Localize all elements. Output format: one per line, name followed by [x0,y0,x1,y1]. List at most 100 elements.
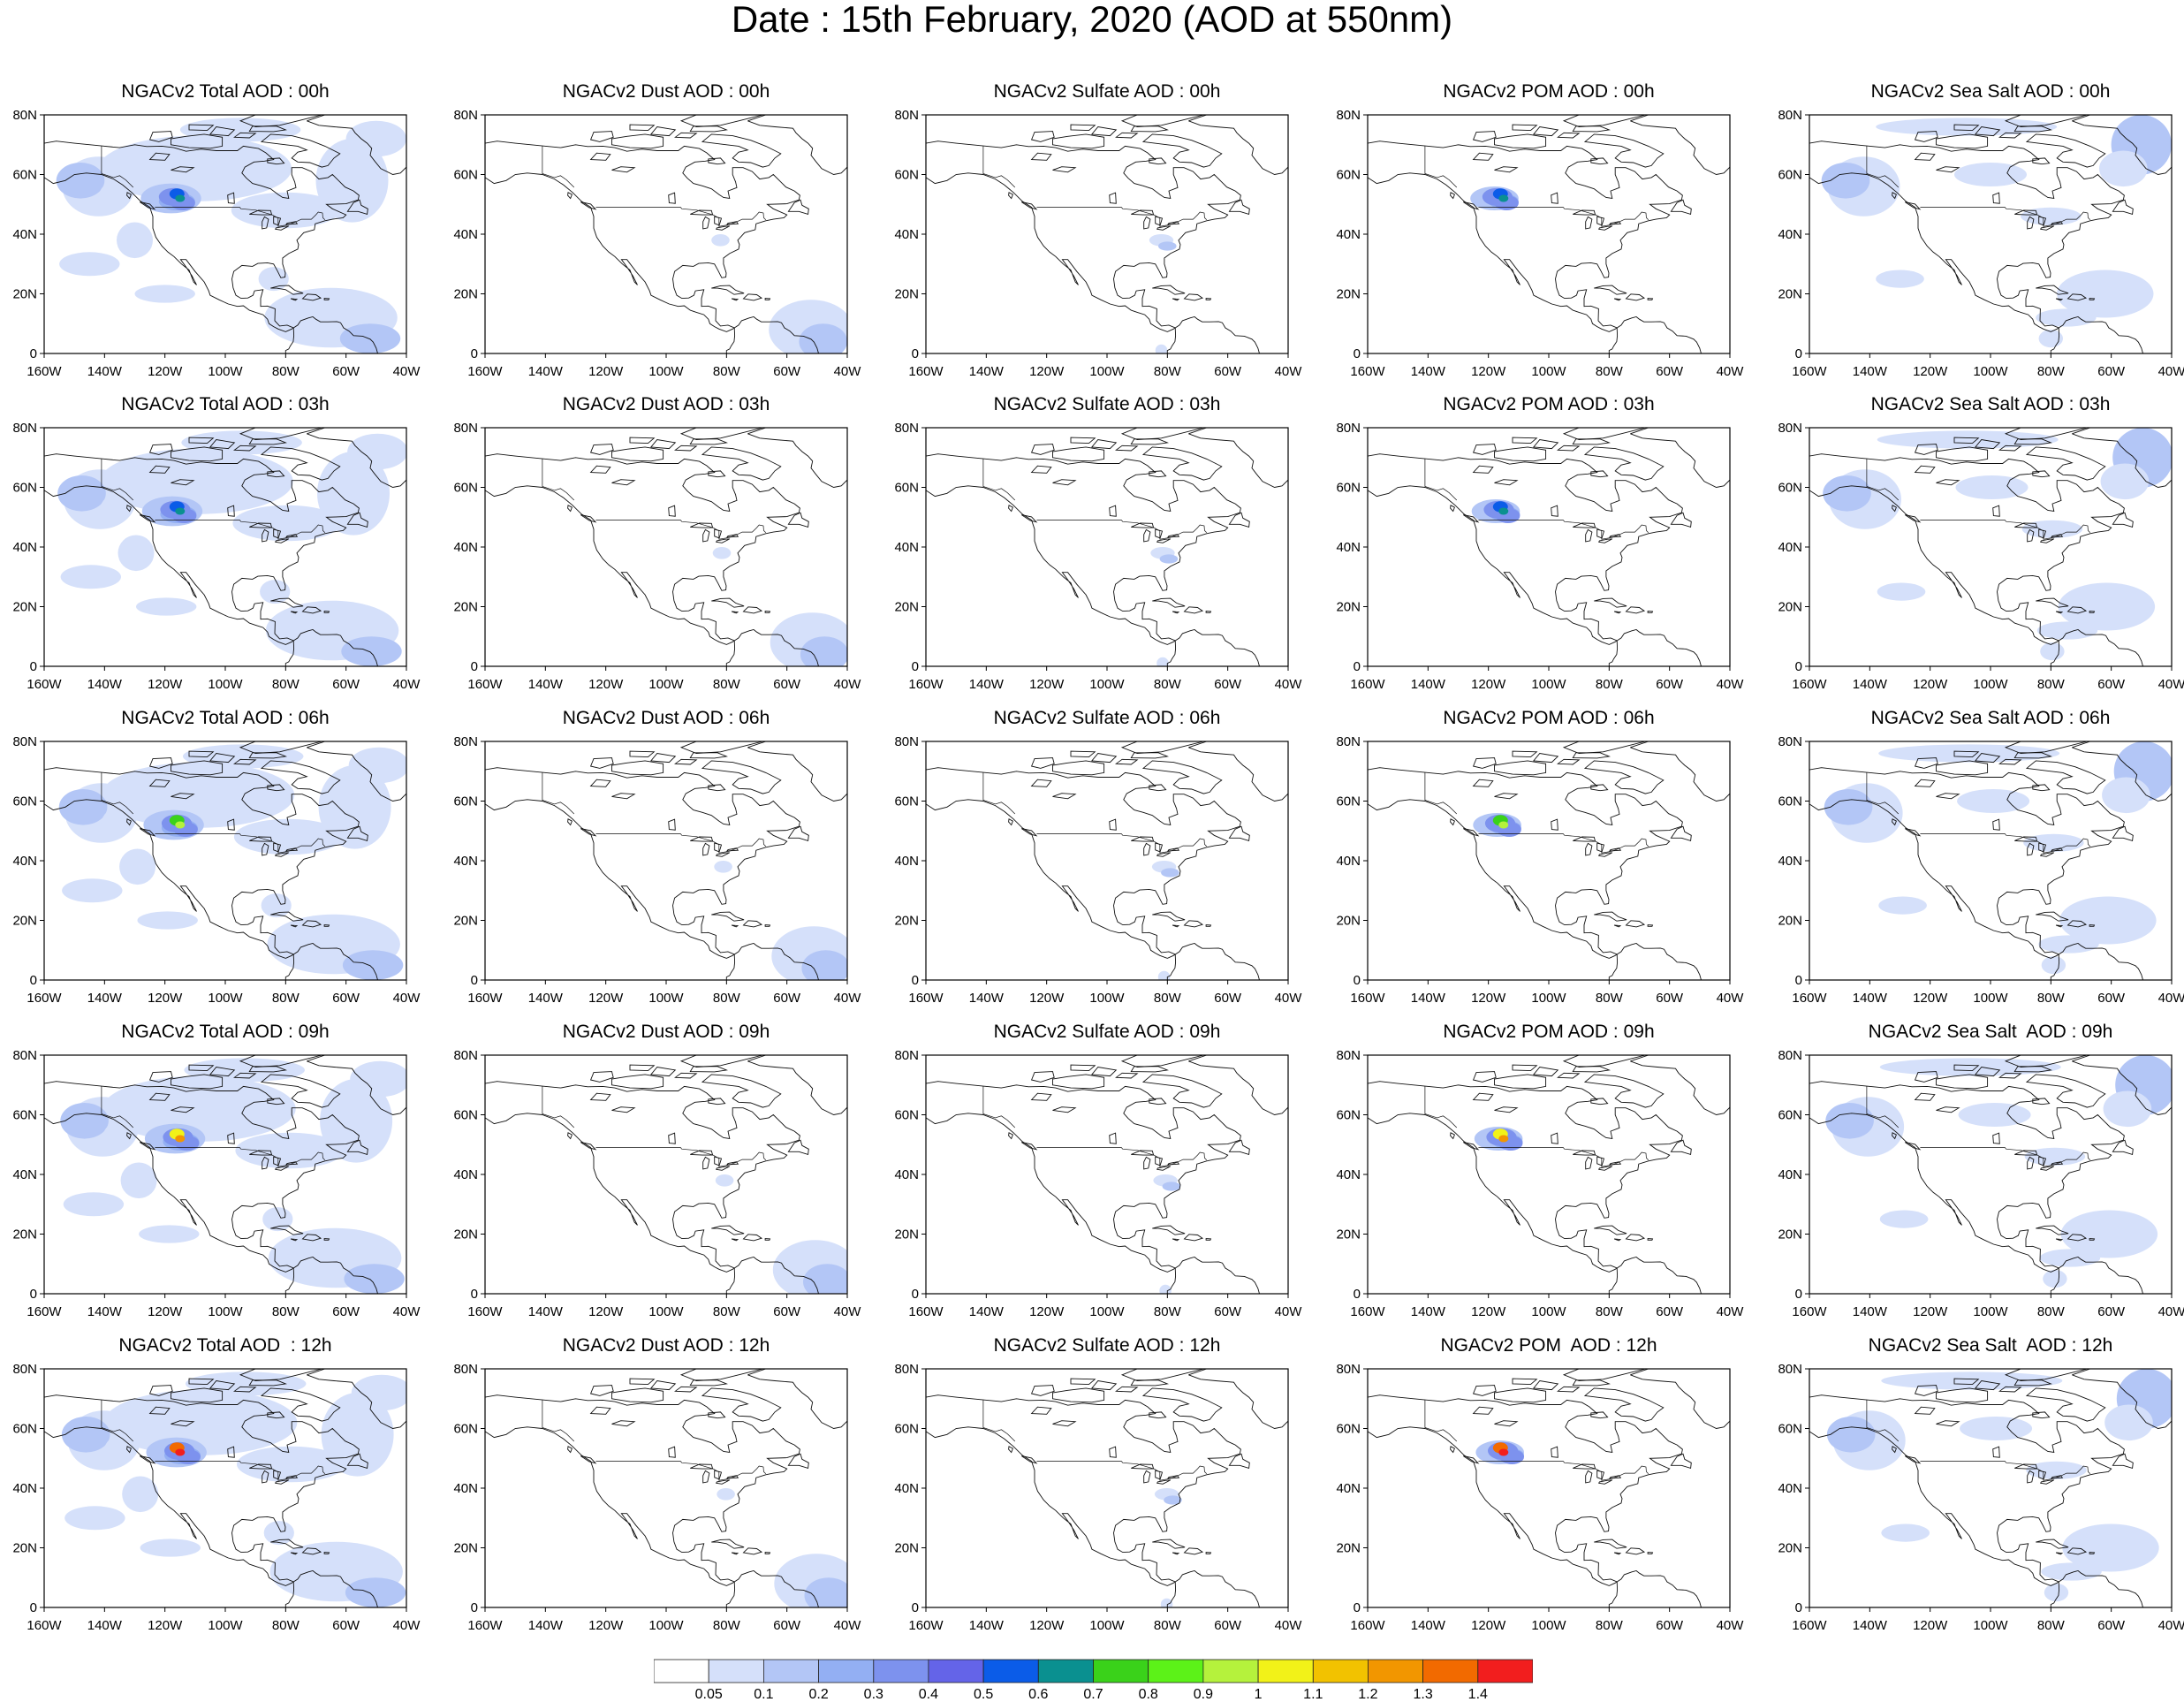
lon-tick-label: 40W [834,991,862,1006]
aod-patch [119,848,156,885]
panel-title: NGACv2 POM AOD : 00h [1443,81,1655,102]
lon-tick-label: 140W [1411,991,1446,1006]
lake-outline [668,818,676,831]
map-panel-pom-03h: NGACv2 POM AOD : 03h 80N 60N 40N 20N 0 160W 140… [1327,392,1769,697]
aod-patch [1824,789,1873,825]
lon-tick-label: 40W [2158,364,2184,379]
border-us-canada [155,833,326,854]
island-outline [1590,784,1609,792]
island-outline [171,1074,224,1090]
island-outline [1130,1066,1170,1073]
border-alaska [1866,1400,1900,1442]
lon-tick-label: 100W [208,677,243,692]
lon-tick-label: 40W [393,364,421,379]
lon-tick-label: 120W [588,364,624,379]
lake-outline [273,842,282,853]
lon-tick-label: 120W [588,1618,624,1633]
lake-outline [171,1106,195,1113]
lat-tick-label: 80N [1778,1048,1802,1063]
aod-patch [185,1371,307,1396]
colorbar-label: 1 [1255,1687,1263,1702]
island-outline [2025,760,2106,794]
island-outline [1149,784,1167,792]
island-outline [188,124,215,132]
map-plot: 80N 60N 40N 20N 0 160W 140W 120W 100W 80W 60W 40W [1336,1362,1744,1633]
island-outline [148,1071,173,1083]
border-us-canada [595,520,767,540]
map-panel-dust-03h: NGACv2 Dust AOD : 03h 80N 60N 40N 20N 0 160W 14… [444,392,886,697]
aod-patch [2041,956,2066,975]
island-outline [1533,439,1559,450]
aod-field [1821,115,2172,348]
border-alaska [982,772,1016,815]
lon-tick-label: 60W [2097,1618,2126,1633]
aod-patch [347,433,406,470]
island-outline [580,514,597,523]
island-outline [2013,1379,2053,1387]
island-outline [2036,1225,2069,1235]
map-plot: 80N 60N 40N 20N 0 160W 140W 120W 100W 80W 60W 40W [1336,108,1744,379]
border-alaska [542,146,575,188]
lat-tick-label: 80N [453,1362,478,1377]
lake-outline [1494,479,1519,486]
lake-outline [1131,522,1155,528]
coastline-south-america-west [725,954,736,980]
island-outline [1670,512,1692,528]
island-outline [764,924,771,927]
island-outline [2036,285,2069,295]
aod-patch [803,1264,847,1294]
island-outline [1594,597,1627,608]
lat-tick-label: 0 [30,659,37,674]
island-outline [1975,1067,2001,1077]
island-outline [301,1547,322,1555]
island-outline [1562,741,1646,754]
lake-outline [262,528,269,543]
lon-tick-label: 160W [467,677,503,692]
aod-patch [1960,1417,2033,1440]
lake-outline [1596,216,1605,226]
island-outline [1998,444,2022,452]
coastline-north-america [44,453,360,645]
lon-tick-label: 100W [1973,1304,2008,1319]
lat-tick-label: 0 [1354,973,1361,988]
lat-tick-label: 40N [894,540,919,555]
island-outline [2112,199,2134,215]
island-outline [346,1453,368,1469]
island-outline [1936,1074,1989,1090]
island-outline [1172,1552,1180,1555]
lon-tick-label: 140W [528,1304,564,1319]
aod-patch [711,234,730,247]
coastlines [1809,1055,2172,1294]
aod-patch [1498,1448,1509,1456]
island-outline [2089,1238,2096,1241]
lat-tick-label: 60N [1778,794,1802,809]
lake-outline [1992,1446,2000,1458]
lake-outline [1155,216,1164,226]
lake-outline [1914,465,1936,474]
island-outline [1892,505,1897,513]
island-outline [233,444,257,452]
aod-patch [2036,621,2098,640]
aod-field [58,744,406,980]
coastline-greenland [307,1369,406,1429]
island-outline [209,1380,236,1391]
island-outline [2066,1547,2088,1555]
island-outline [2036,1539,2069,1549]
island-outline [1562,115,1646,127]
island-outline [1172,298,1180,301]
panel-title: NGACv2 Total AOD : 12h [118,1335,332,1356]
coastline-south-america-west [1166,954,1177,980]
lat-tick-label: 80N [12,421,37,436]
island-outline [1594,1225,1627,1235]
island-outline [1228,825,1250,841]
lake-outline [1143,216,1151,230]
colorbar-swatch [1037,1659,1094,1683]
island-outline [188,1064,215,1072]
island-outline [701,1074,782,1108]
island-outline [171,133,224,149]
aod-patch [1155,344,1168,353]
island-outline [1975,1380,2001,1391]
aod-patch [100,496,125,527]
aod-field [1154,1488,1182,1607]
coastline-south-america [733,629,819,666]
